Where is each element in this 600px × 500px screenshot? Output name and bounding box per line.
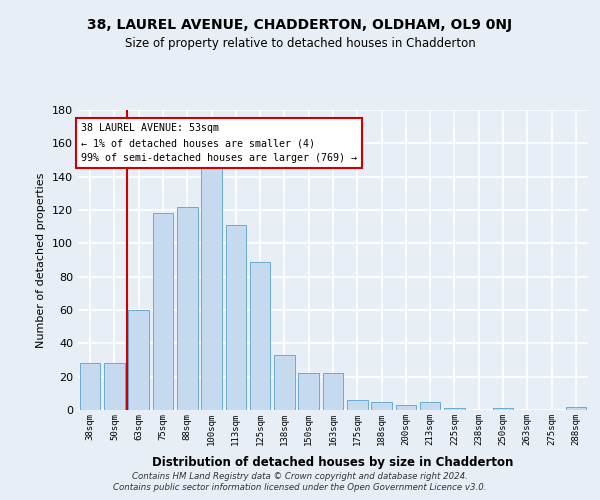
Y-axis label: Number of detached properties: Number of detached properties [37, 172, 46, 348]
Bar [371, 402, 392, 410]
Bar [250, 262, 271, 410]
Bar [493, 408, 514, 410]
Bar [444, 408, 465, 410]
Bar [201, 165, 222, 410]
Bar [395, 405, 416, 410]
Bar [420, 402, 440, 410]
Bar [347, 400, 368, 410]
Bar [298, 374, 319, 410]
Bar [274, 355, 295, 410]
Text: 38 LAUREL AVENUE: 53sqm
← 1% of detached houses are smaller (4)
99% of semi-deta: 38 LAUREL AVENUE: 53sqm ← 1% of detached… [81, 124, 357, 163]
Bar [128, 310, 149, 410]
Text: Size of property relative to detached houses in Chadderton: Size of property relative to detached ho… [125, 38, 475, 51]
Text: Contains HM Land Registry data © Crown copyright and database right 2024.
Contai: Contains HM Land Registry data © Crown c… [113, 472, 487, 492]
Bar [226, 225, 246, 410]
Bar [80, 364, 100, 410]
Bar [177, 206, 197, 410]
Text: 38, LAUREL AVENUE, CHADDERTON, OLDHAM, OL9 0NJ: 38, LAUREL AVENUE, CHADDERTON, OLDHAM, O… [88, 18, 512, 32]
Bar [104, 364, 125, 410]
Text: Distribution of detached houses by size in Chadderton: Distribution of detached houses by size … [152, 456, 514, 469]
Bar [323, 374, 343, 410]
Bar [566, 406, 586, 410]
Bar [152, 214, 173, 410]
